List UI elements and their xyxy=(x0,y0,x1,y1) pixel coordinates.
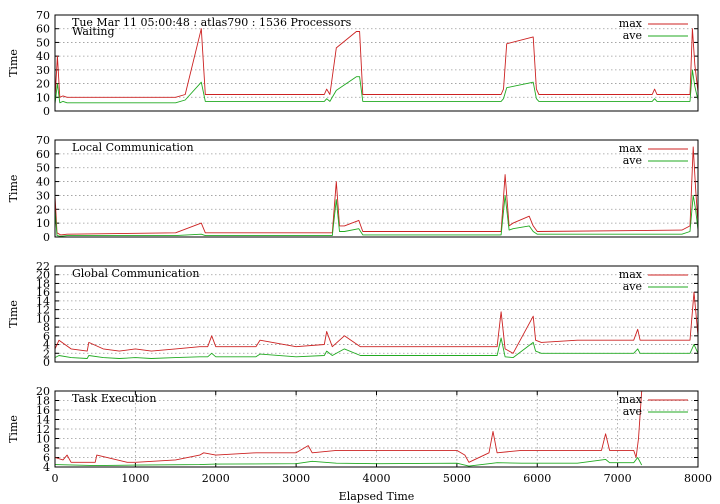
y-tick-label: 30 xyxy=(36,189,50,202)
x-tick-label: 2000 xyxy=(202,472,230,485)
y-tick-label: 14 xyxy=(36,295,50,308)
series-line-max xyxy=(54,291,699,354)
panel-title: Task Execution xyxy=(72,392,156,405)
x-axis-title: Elapsed Time xyxy=(339,490,415,503)
plot-frame xyxy=(54,14,699,112)
series-line-max xyxy=(54,146,699,236)
y-tick-label: 20 xyxy=(36,269,50,282)
y-tick-label: 22 xyxy=(36,260,50,273)
y-tick-label: 70 xyxy=(36,9,50,22)
x-tick-label: 0 xyxy=(52,472,59,485)
y-tick-label: 50 xyxy=(36,162,50,175)
y-tick-label: 40 xyxy=(36,176,50,189)
series-line-ave xyxy=(54,194,699,237)
y-tick-label: 12 xyxy=(36,423,50,436)
legend-label-ave: ave xyxy=(623,280,642,293)
y-tick-label: 60 xyxy=(36,148,50,161)
y-tick-label: 30 xyxy=(36,64,50,77)
y-tick-label: 0 xyxy=(43,356,50,369)
y-tick-label: 50 xyxy=(36,36,50,49)
legend-label-ave: ave xyxy=(623,154,642,167)
y-tick-label: 60 xyxy=(36,23,50,36)
y-tick-label: 2 xyxy=(43,347,50,360)
y-tick-label: 8 xyxy=(43,321,50,334)
panel-subtitle: Waiting xyxy=(72,25,115,38)
legend-label-max: max xyxy=(619,17,643,30)
y-tick-label: 8 xyxy=(43,442,50,455)
y-tick-label: 40 xyxy=(36,50,50,63)
series-line-ave xyxy=(54,69,699,105)
y-tick-label: 4 xyxy=(43,339,50,352)
legend-label-ave: ave xyxy=(623,405,642,418)
plot-frame xyxy=(54,265,699,363)
plot-frame xyxy=(54,390,699,468)
y-tick-label: 4 xyxy=(43,461,50,474)
series-line-ave xyxy=(54,337,699,359)
x-tick-label: 5000 xyxy=(443,472,471,485)
y-axis-title: Time xyxy=(7,175,20,203)
y-tick-label: 18 xyxy=(36,277,50,290)
series-line-max xyxy=(54,28,699,99)
y-axis-title: Time xyxy=(7,49,20,77)
legend-label-max: max xyxy=(619,142,643,155)
y-tick-label: 10 xyxy=(36,217,50,230)
x-tick-label: 4000 xyxy=(363,472,391,485)
legend-label-max: max xyxy=(619,268,643,281)
x-tick-label: 7000 xyxy=(604,472,632,485)
y-tick-label: 10 xyxy=(36,91,50,104)
plot-frame xyxy=(54,139,699,238)
y-tick-label: 20 xyxy=(36,385,50,398)
y-axis-title: Time xyxy=(7,415,20,443)
y-tick-label: 0 xyxy=(43,105,50,118)
y-tick-label: 10 xyxy=(36,312,50,325)
x-tick-label: 6000 xyxy=(523,472,551,485)
y-tick-label: 20 xyxy=(36,203,50,216)
x-tick-label: 1000 xyxy=(121,472,149,485)
y-tick-label: 6 xyxy=(43,452,50,465)
panel-title: Tue Mar 11 05:00:48 : atlas790 : 1536 Pr… xyxy=(72,16,352,29)
panel-title: Local Communication xyxy=(72,141,194,154)
x-tick-label: 8000 xyxy=(684,472,712,485)
y-tick-label: 18 xyxy=(36,395,50,408)
y-tick-label: 14 xyxy=(36,414,50,427)
y-tick-label: 6 xyxy=(43,330,50,343)
y-tick-label: 0 xyxy=(43,231,50,244)
y-axis-title: Time xyxy=(7,300,20,328)
series-line-ave xyxy=(54,457,643,467)
legend-label-max: max xyxy=(619,393,643,406)
y-tick-label: 16 xyxy=(36,286,50,299)
x-tick-label: 3000 xyxy=(282,472,310,485)
y-tick-label: 20 xyxy=(36,78,50,91)
y-tick-label: 10 xyxy=(36,433,50,446)
y-tick-label: 16 xyxy=(36,404,50,417)
y-tick-label: 12 xyxy=(36,304,50,317)
y-tick-label: 70 xyxy=(36,134,50,147)
series-line-max xyxy=(54,390,643,463)
legend-label-ave: ave xyxy=(623,29,642,42)
panel-title: Global Communication xyxy=(72,267,200,280)
